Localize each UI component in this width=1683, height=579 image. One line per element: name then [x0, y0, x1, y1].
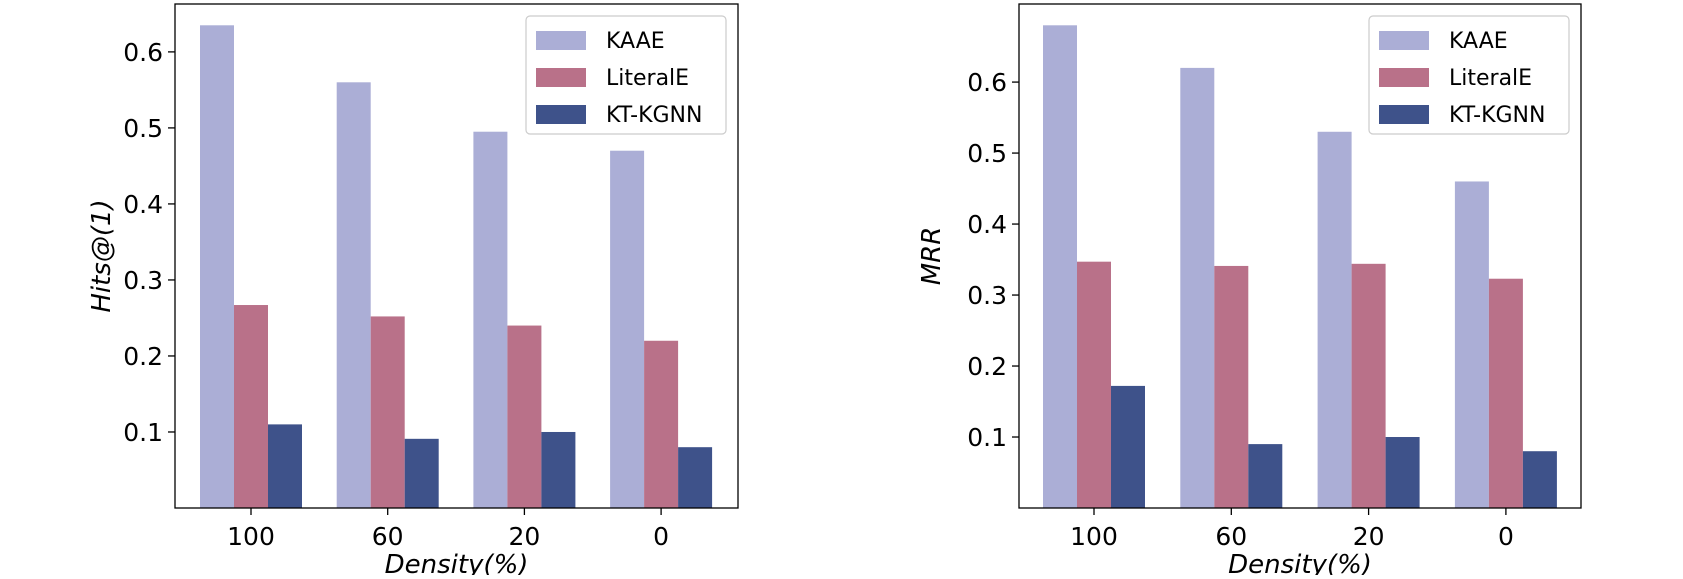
- bar-literale-0: [1488, 278, 1523, 508]
- y-tick-label: 0.5: [967, 139, 1007, 168]
- x-tick-label: 0: [1498, 522, 1514, 551]
- legend-label-literale: LiteralE: [1449, 66, 1532, 91]
- x-tick-label: 0: [653, 522, 669, 551]
- bar-kt-kgnn-0: [1522, 451, 1557, 508]
- bar-kaae-100: [1043, 25, 1077, 509]
- x-tick-label: 60: [372, 522, 404, 551]
- x-tick-label: 20: [1353, 522, 1385, 551]
- y-tick-label: 0.1: [967, 423, 1007, 452]
- plot-frame: [174, 3, 739, 509]
- bar-kaae-60: [1180, 67, 1215, 508]
- bar-kt-kgnn-100: [1111, 385, 1145, 508]
- bar-kaae-60: [336, 82, 371, 509]
- x-tick-label: 100: [1070, 522, 1118, 551]
- legend-swatch-kaae: [1379, 31, 1429, 50]
- y-tick-label: 0.6: [123, 38, 163, 67]
- x-tick-label: 60: [1215, 522, 1247, 551]
- chart-panel-2: 0.1 0.2 0.3 0.4 0.5 0.6 100 60 20 0 Density(%) MRR K…: [917, 3, 1582, 579]
- bar-literale-20: [507, 325, 542, 508]
- bar-literale-100: [234, 305, 268, 508]
- legend-swatch-literale: [1379, 68, 1429, 87]
- y-tick-label: 0.2: [123, 342, 163, 371]
- chart-panel-1: 0.1 0.2 0.3 0.4 0.5 0.6 100 60 20 0 Density(%) Hits…: [87, 3, 739, 579]
- bar-kt-kgnn-0: [678, 447, 713, 508]
- y-tick-label: 0.3: [967, 281, 1007, 310]
- legend-label-kt-kgnn: KT-KGNN: [606, 103, 702, 128]
- legend-swatch-kt-kgnn: [1379, 105, 1429, 124]
- x-axis-title: Density(%): [1228, 550, 1372, 575]
- bar-kt-kgnn-100: [268, 424, 302, 508]
- x-axis-title: Density(%): [385, 550, 529, 575]
- bar-literale-0: [644, 340, 679, 508]
- legend: KAAE LiteralE KT-KGNN: [1368, 15, 1570, 135]
- legend: KAAE LiteralE KT-KGNN: [525, 15, 727, 135]
- bar-kaae-0: [1454, 181, 1489, 508]
- bar-literale-60: [370, 316, 405, 508]
- bar-kt-kgnn-60: [404, 438, 439, 508]
- y-tick-label: 0.3: [123, 266, 163, 295]
- x-tick-label: 100: [227, 522, 275, 551]
- bar-kaae-20: [1317, 131, 1352, 508]
- legend-label-kt-kgnn: KT-KGNN: [1449, 103, 1545, 128]
- bar-kaae-0: [610, 150, 645, 508]
- y-tick-label: 0.4: [123, 190, 163, 219]
- y-axis-title: MRR: [917, 227, 947, 286]
- y-tick-label: 0.4: [967, 210, 1007, 239]
- legend-swatch-literale: [536, 68, 586, 87]
- bar-kt-kgnn-60: [1248, 444, 1283, 508]
- bar-literale-20: [1351, 263, 1386, 508]
- legend-label-literale: LiteralE: [606, 66, 689, 91]
- y-axis-title: Hits@(1): [87, 199, 117, 312]
- y-tick-label: 0.5: [123, 114, 163, 143]
- bar-kaae-100: [200, 25, 234, 508]
- bar-kt-kgnn-20: [541, 431, 576, 508]
- legend-swatch-kt-kgnn: [536, 105, 586, 124]
- legend-label-kaae: KAAE: [606, 29, 665, 54]
- bar-literale-100: [1077, 261, 1111, 508]
- legend-swatch-kaae: [536, 31, 586, 50]
- legend-label-kaae: KAAE: [1449, 29, 1508, 54]
- x-tick-label: 20: [508, 522, 540, 551]
- bar-literale-60: [1214, 265, 1249, 508]
- bar-kaae-20: [473, 131, 508, 508]
- y-tick-label: 0.1: [123, 418, 163, 447]
- y-tick-label: 0.6: [967, 68, 1007, 97]
- y-tick-label: 0.2: [967, 352, 1007, 381]
- bar-kt-kgnn-20: [1385, 437, 1420, 508]
- plot-frame: [1018, 3, 1582, 509]
